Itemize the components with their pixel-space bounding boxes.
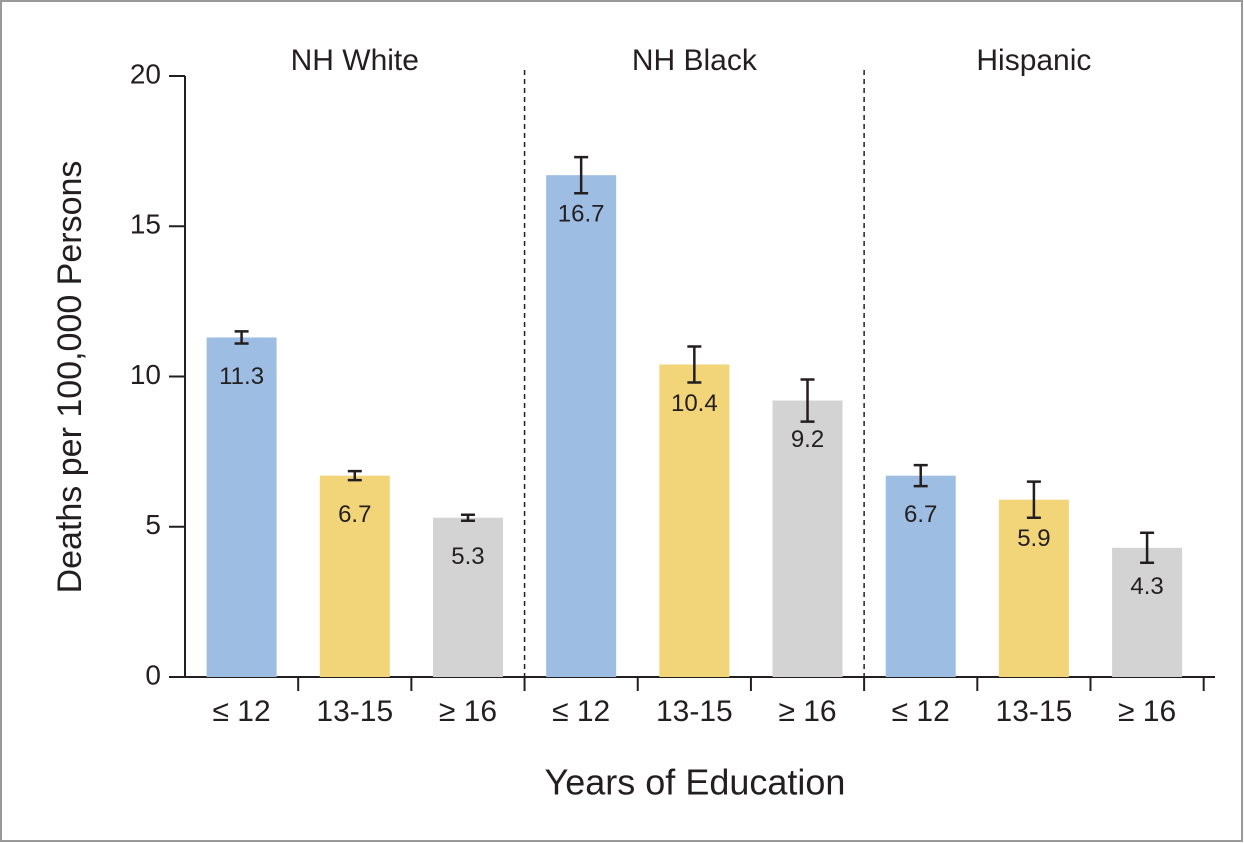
error-bar bbox=[1140, 531, 1155, 565]
error-bar bbox=[1026, 480, 1041, 519]
value-label: 4.3 bbox=[1130, 573, 1163, 600]
x-tick-label: ≤ 12 bbox=[892, 695, 950, 728]
y-tick-label: 5 bbox=[145, 509, 161, 540]
bar bbox=[319, 475, 390, 677]
y-tick-label: 10 bbox=[130, 359, 161, 390]
bar bbox=[1112, 547, 1183, 677]
x-tick-label: ≥ 16 bbox=[778, 695, 836, 728]
value-label: 11.3 bbox=[219, 363, 264, 390]
value-label: 9.2 bbox=[791, 426, 824, 453]
x-tick-label: ≤ 12 bbox=[213, 695, 271, 728]
bar bbox=[206, 337, 277, 677]
value-label: 16.7 bbox=[558, 201, 605, 228]
x-tick-label: 13-15 bbox=[656, 695, 733, 728]
error-bar bbox=[234, 330, 249, 345]
x-tick-label: 13-15 bbox=[316, 695, 393, 728]
y-tick-label: 0 bbox=[145, 659, 161, 690]
error-bar bbox=[460, 513, 475, 522]
error-bar bbox=[687, 345, 702, 384]
y-tick-label: 15 bbox=[130, 209, 161, 240]
error-bar bbox=[347, 469, 362, 482]
bar bbox=[885, 475, 956, 677]
value-label: 5.9 bbox=[1017, 525, 1050, 552]
panel-title: NH Black bbox=[632, 44, 758, 77]
panel-title: Hispanic bbox=[976, 44, 1091, 77]
bar bbox=[659, 364, 730, 677]
y-tick-label: 20 bbox=[130, 58, 161, 89]
value-label: 10.4 bbox=[671, 390, 718, 417]
error-bar bbox=[913, 463, 928, 488]
bar bbox=[998, 499, 1069, 677]
value-label: 5.3 bbox=[451, 543, 484, 570]
x-tick-label: 13-15 bbox=[996, 695, 1073, 728]
y-axis-title: Deaths per 100,000 Persons bbox=[51, 161, 89, 594]
x-tick-label: ≤ 12 bbox=[552, 695, 610, 728]
error-bar bbox=[800, 378, 815, 423]
x-tick-label: ≥ 16 bbox=[439, 695, 497, 728]
value-label: 6.7 bbox=[338, 501, 371, 528]
x-tick-label: ≥ 16 bbox=[1118, 695, 1176, 728]
bar bbox=[432, 517, 503, 677]
x-axis-title: Years of Education bbox=[545, 762, 846, 803]
bar bbox=[772, 400, 843, 677]
bar bbox=[546, 175, 617, 678]
error-bar bbox=[574, 155, 589, 195]
panel-title: NH White bbox=[291, 44, 419, 77]
value-label: 6.7 bbox=[904, 501, 937, 528]
